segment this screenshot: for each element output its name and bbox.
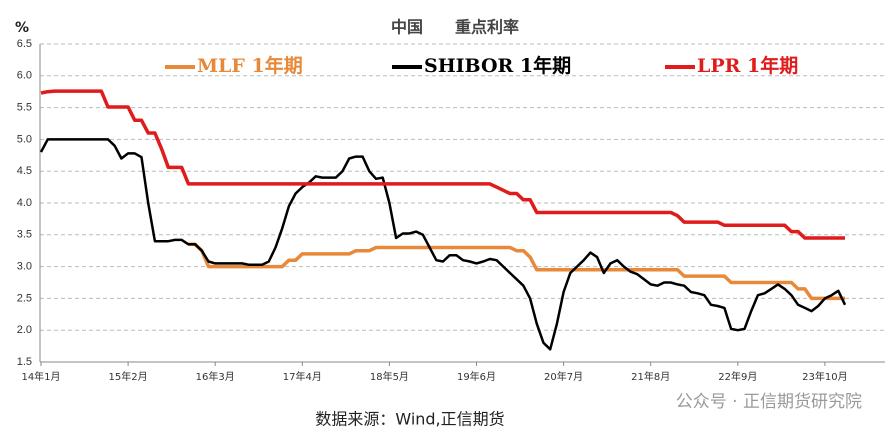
y-tick-label: 5.0 — [17, 133, 32, 145]
x-tick-label: 21年8月 — [631, 370, 670, 383]
x-tick-label: 18年5月 — [370, 370, 409, 383]
y-tick-label: 3.0 — [17, 261, 32, 273]
y-tick-label: 2.5 — [17, 292, 32, 304]
x-tick-label: 17年4月 — [283, 370, 322, 383]
x-tick-label: 23年10月 — [802, 370, 847, 383]
x-tick-label: 22年9月 — [718, 370, 757, 383]
y-tick-label: 4.5 — [17, 165, 32, 177]
y-tick-label: 2.0 — [17, 324, 32, 336]
chart-title: 中国 重点利率 — [391, 18, 519, 37]
y-axis-label: % — [15, 20, 29, 36]
legend-label: SHIBOR 1年期 — [424, 54, 571, 77]
x-tick-label: 14年1月 — [21, 370, 60, 383]
x-tick-label: 19年6月 — [457, 370, 496, 383]
series-line — [39, 138, 847, 351]
y-tick-label: 5.5 — [17, 102, 32, 114]
series-line — [40, 89, 845, 240]
y-tick-label: 4.0 — [17, 197, 32, 209]
y-tick-label: 6.0 — [17, 70, 32, 82]
x-tick-label: 20年7月 — [544, 370, 583, 383]
y-tick-label: 1.5 — [17, 356, 32, 368]
x-tick-label: 16年3月 — [196, 370, 235, 383]
y-tick-label: 6.5 — [17, 38, 32, 50]
y-tick-label: 3.5 — [17, 229, 32, 241]
x-tick-label: 15年2月 — [109, 370, 148, 383]
watermark: 公众号 · 正信期货研究院 — [676, 392, 862, 412]
legend-label: MLF 1年期 — [197, 54, 303, 77]
series-line — [188, 242, 845, 301]
legend-label: LPR 1年期 — [697, 54, 798, 77]
source: 数据来源：Wind,正信期货 — [315, 410, 504, 429]
